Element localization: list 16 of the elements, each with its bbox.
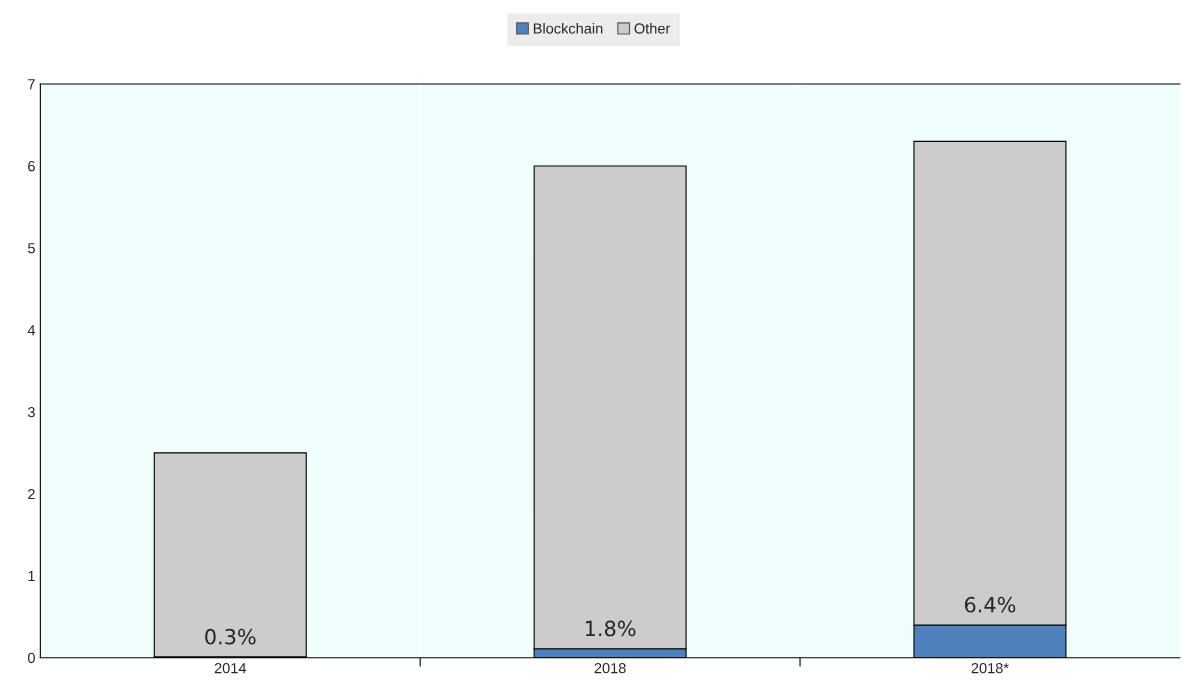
annotation: 0.3% bbox=[205, 628, 256, 645]
y-tick-label: 0 bbox=[27, 652, 35, 664]
y-tick-label: 5 bbox=[27, 243, 35, 254]
y-tick-label: 6 bbox=[28, 161, 35, 172]
x-tick-label: 2014 bbox=[214, 662, 247, 674]
annotation: 6.4% bbox=[964, 596, 1016, 613]
y-tick-label: 7 bbox=[28, 79, 35, 90]
legend-label: Blockchain bbox=[533, 22, 603, 34]
y-tick-label: 2 bbox=[28, 488, 35, 500]
annotation: 1.8% bbox=[585, 620, 636, 637]
x-tick-label: 2018 bbox=[594, 662, 626, 674]
y-tick-label: 1 bbox=[28, 571, 35, 582]
legend-label: Other bbox=[634, 22, 671, 34]
x-tick-label: 2018* bbox=[971, 662, 1009, 674]
y-tick-label: 3 bbox=[27, 406, 35, 418]
y-tick-label: 4 bbox=[27, 325, 36, 336]
